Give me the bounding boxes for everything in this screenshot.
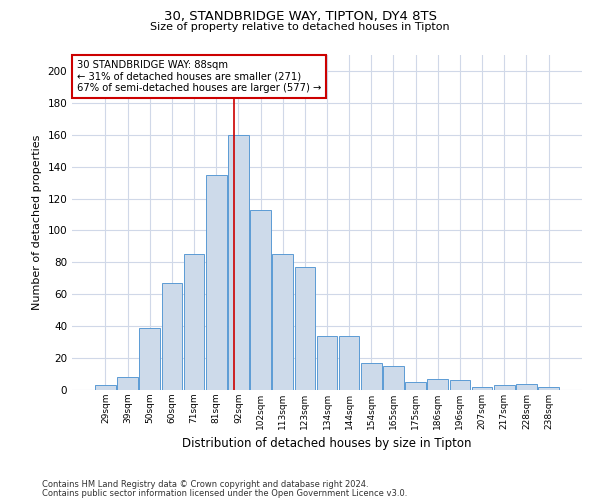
Bar xyxy=(250,210,271,390)
Bar xyxy=(161,283,182,390)
Bar xyxy=(206,174,227,390)
Bar xyxy=(516,384,536,390)
Bar xyxy=(494,385,515,390)
Bar xyxy=(449,380,470,390)
Bar xyxy=(538,387,559,390)
Bar xyxy=(339,336,359,390)
Text: 30 STANDBRIDGE WAY: 88sqm
← 31% of detached houses are smaller (271)
67% of semi: 30 STANDBRIDGE WAY: 88sqm ← 31% of detac… xyxy=(77,60,322,93)
Bar xyxy=(272,254,293,390)
Bar xyxy=(406,382,426,390)
Bar xyxy=(361,363,382,390)
Bar xyxy=(317,336,337,390)
Y-axis label: Number of detached properties: Number of detached properties xyxy=(32,135,42,310)
Bar xyxy=(139,328,160,390)
Bar xyxy=(427,379,448,390)
Bar xyxy=(184,254,205,390)
Bar xyxy=(472,387,493,390)
Text: Contains public sector information licensed under the Open Government Licence v3: Contains public sector information licen… xyxy=(42,490,407,498)
Bar xyxy=(95,385,116,390)
Text: Size of property relative to detached houses in Tipton: Size of property relative to detached ho… xyxy=(150,22,450,32)
Bar xyxy=(295,267,315,390)
Bar xyxy=(228,135,248,390)
X-axis label: Distribution of detached houses by size in Tipton: Distribution of detached houses by size … xyxy=(182,438,472,450)
Bar xyxy=(383,366,404,390)
Text: Contains HM Land Registry data © Crown copyright and database right 2024.: Contains HM Land Registry data © Crown c… xyxy=(42,480,368,489)
Bar xyxy=(118,377,138,390)
Text: 30, STANDBRIDGE WAY, TIPTON, DY4 8TS: 30, STANDBRIDGE WAY, TIPTON, DY4 8TS xyxy=(163,10,437,23)
